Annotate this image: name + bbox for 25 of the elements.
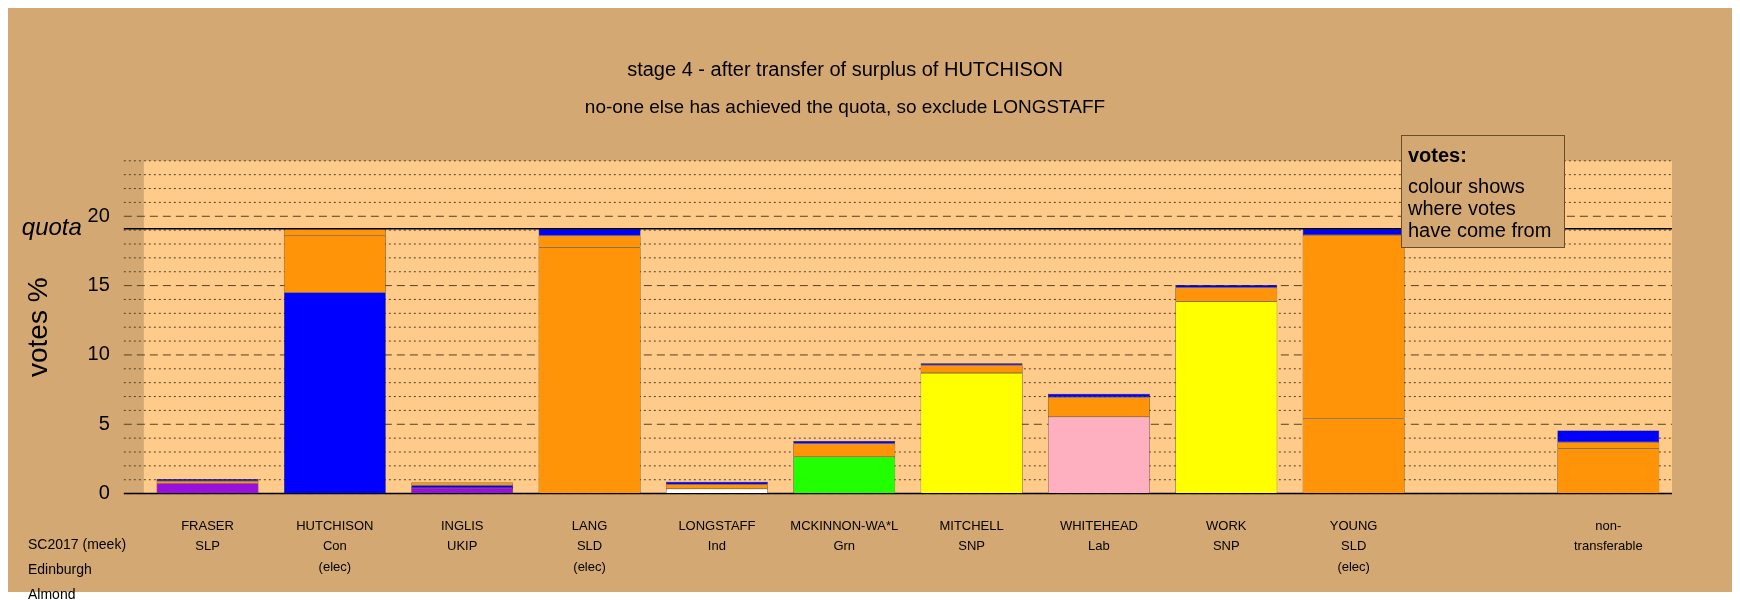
text: Edinburgh	[28, 560, 93, 579]
y-tick-label: 5	[98, 411, 110, 434]
x-tick-label: HUTCHISON Con (elec)	[296, 517, 374, 575]
x-tick-label: YOUNG SLD (elec)	[1329, 517, 1378, 575]
x-tick-label: FRASER SLP	[181, 517, 234, 554]
x-tick-label: non- transferable	[1574, 517, 1643, 554]
chart-title: stage 4 - after transfer of surplus of HUTCHISON	[627, 57, 1063, 80]
x-tick-label: WORK SNP	[1206, 517, 1247, 554]
annotation: votes:	[1408, 144, 1468, 167]
ref-line-label: quota	[21, 213, 82, 241]
x-tick-label: INGLIS UKIP	[440, 517, 484, 554]
x-tick-label: LONGSTAFF Ind	[678, 517, 756, 554]
annotation: colour shows where votes have come from	[1408, 175, 1553, 241]
chart-subtitle: no-one else has achieved the quota, so exclude LONGSTAFF	[584, 95, 1106, 117]
x-tick-label: LANG SLD (elec)	[571, 517, 608, 575]
y-axis-title: votes %	[21, 277, 53, 377]
y-tick-label: 0	[98, 481, 110, 504]
x-tick-label: MCKINNON-WA*L Grn	[790, 517, 899, 554]
x-tick-label: MITCHELL SNP	[939, 517, 1004, 554]
text: SC2017 (meek)	[28, 535, 127, 554]
y-tick-label: 15	[87, 273, 110, 296]
y-tick-label: 10	[87, 342, 110, 365]
text: Almond	[28, 585, 77, 600]
y-tick-label: 20	[87, 203, 110, 226]
x-tick-label: WHITEHEAD Lab	[1059, 517, 1138, 554]
